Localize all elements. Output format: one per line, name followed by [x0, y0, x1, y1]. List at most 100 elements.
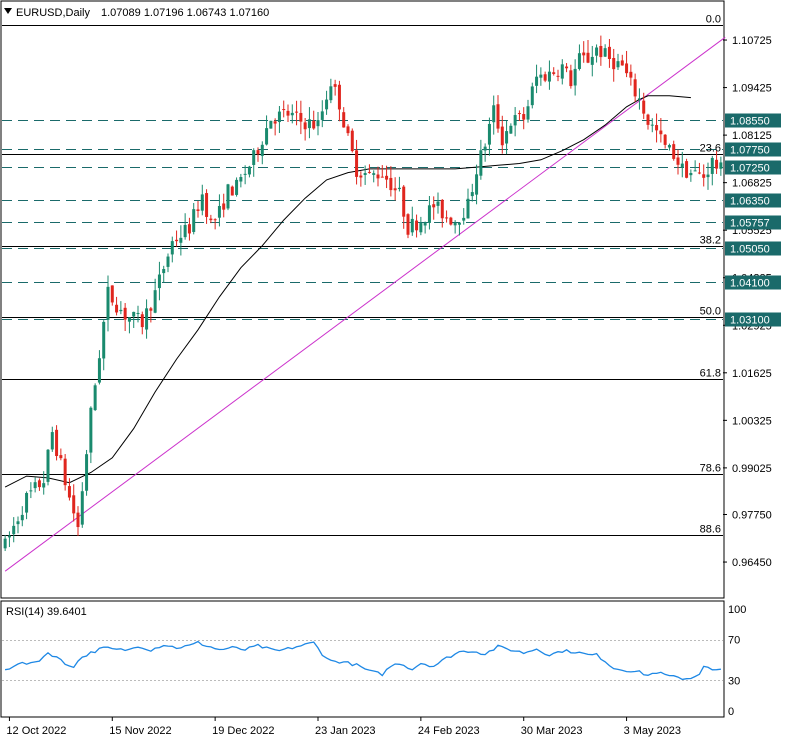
bullish-candle	[166, 256, 170, 267]
rsi-title: RSI(14) 39.6401	[6, 606, 87, 618]
bullish-candle	[12, 525, 16, 535]
bullish-candle	[29, 490, 33, 492]
bullish-candle	[89, 407, 93, 453]
bearish-candle	[123, 307, 127, 320]
bearish-candle	[213, 219, 217, 221]
bullish-candle	[217, 205, 221, 218]
level-price-tag	[725, 142, 781, 157]
bearish-candle	[187, 224, 191, 234]
time-tick-label: 23 Jan 2023	[315, 725, 376, 737]
time-tick-label: 24 Feb 2023	[418, 725, 480, 737]
chart-header: EURUSD,Daily 1.07089 1.07196 1.06743 1.0…	[4, 7, 269, 19]
level-price-text: 1.05757	[730, 218, 770, 230]
bearish-candle	[175, 239, 179, 242]
bearish-candle	[342, 112, 346, 128]
bullish-candle	[410, 218, 414, 233]
bullish-candle	[145, 308, 149, 330]
bullish-candle	[25, 492, 29, 513]
bearish-candle	[633, 79, 637, 97]
bearish-candle	[367, 171, 371, 173]
bullish-candle	[397, 187, 401, 190]
bullish-candle	[719, 162, 723, 169]
bullish-candle	[320, 111, 324, 120]
bullish-candle	[363, 173, 367, 176]
bullish-candle	[539, 74, 543, 78]
bearish-candle	[350, 130, 354, 152]
bullish-candle	[269, 120, 273, 129]
bullish-candle	[505, 131, 509, 144]
bullish-candle	[93, 385, 97, 411]
bullish-candle	[179, 237, 183, 243]
bullish-candle	[325, 99, 329, 110]
bullish-candle	[307, 119, 311, 129]
bullish-candle	[466, 198, 470, 219]
bearish-candle	[205, 193, 209, 217]
bearish-candle	[72, 495, 76, 514]
bullish-candle	[153, 290, 157, 313]
bearish-candle	[569, 70, 573, 87]
rsi-tick-label: 100	[728, 604, 746, 616]
bearish-candle	[612, 58, 616, 70]
fibonacci-label: 38.2	[700, 235, 721, 247]
bullish-candle	[453, 222, 457, 226]
bullish-candle	[616, 61, 620, 68]
time-tick-label: 30 Mar 2023	[521, 725, 583, 737]
level-price-text: 1.04100	[730, 278, 770, 290]
bullish-candle	[80, 491, 84, 525]
fibonacci-label: 88.6	[700, 524, 721, 536]
bullish-candle	[509, 125, 513, 134]
bullish-candle	[16, 521, 20, 525]
bearish-candle	[282, 109, 286, 111]
bullish-candle	[462, 217, 466, 221]
time-tick-label: 19 Dec 2022	[212, 725, 274, 737]
bullish-candle	[419, 223, 423, 233]
bullish-candle	[183, 224, 187, 238]
bullish-candle	[560, 64, 564, 79]
bearish-candle	[432, 204, 436, 208]
symbol-label: EURUSD,Daily	[16, 7, 90, 19]
bearish-candle	[663, 134, 667, 145]
price-panel-frame	[0, 0, 725, 599]
trendline-layer	[4, 36, 726, 572]
bullish-candle	[200, 194, 204, 211]
bearish-candle	[642, 100, 646, 114]
bearish-candle	[393, 188, 397, 191]
bullish-candle	[243, 173, 247, 175]
bearish-candle	[449, 217, 453, 225]
fibonacci-levels-layer: 0.0 23.6 38.2 50.0 61.8 78.6 88.6	[2, 14, 723, 536]
level-price-tag	[725, 193, 781, 208]
bearish-candle	[389, 177, 393, 191]
bullish-candle	[667, 145, 671, 148]
bullish-candle	[235, 179, 239, 195]
bullish-candle	[595, 47, 599, 56]
bearish-candle	[620, 60, 624, 66]
bullish-candle	[50, 432, 54, 450]
fibonacci-label: 78.6	[700, 463, 721, 475]
bearish-candle	[355, 150, 359, 177]
time-axis: 12 Oct 2022 15 Nov 2022 19 Dec 2022 23 Jan …	[6, 717, 681, 737]
bullish-candle	[33, 482, 37, 489]
bullish-candle	[170, 241, 174, 255]
bullish-candle	[423, 222, 427, 226]
level-price-text: 1.03100	[730, 315, 770, 327]
bearish-candle	[380, 176, 384, 178]
level-price-text: 1.06350	[730, 196, 770, 208]
bearish-candle	[586, 52, 590, 63]
bearish-candle	[406, 214, 410, 235]
triangle-down-icon[interactable]	[4, 8, 12, 14]
bullish-candle	[136, 312, 140, 314]
bullish-candle	[710, 157, 714, 174]
bearish-candle	[63, 458, 67, 486]
bearish-candle	[110, 285, 114, 303]
bearish-candle	[685, 161, 689, 178]
fibonacci-label: 23.6	[700, 143, 721, 155]
bullish-candle	[265, 128, 269, 145]
fibonacci-label: 0.0	[706, 14, 721, 26]
price-tick-label: 0.96450	[732, 557, 772, 569]
bearish-candle	[295, 111, 299, 113]
moving-average-layer	[4, 95, 691, 488]
bullish-candle	[46, 449, 50, 482]
horizontal-levels-layer	[2, 120, 723, 320]
time-tick-label: 3 May 2023	[624, 725, 681, 737]
